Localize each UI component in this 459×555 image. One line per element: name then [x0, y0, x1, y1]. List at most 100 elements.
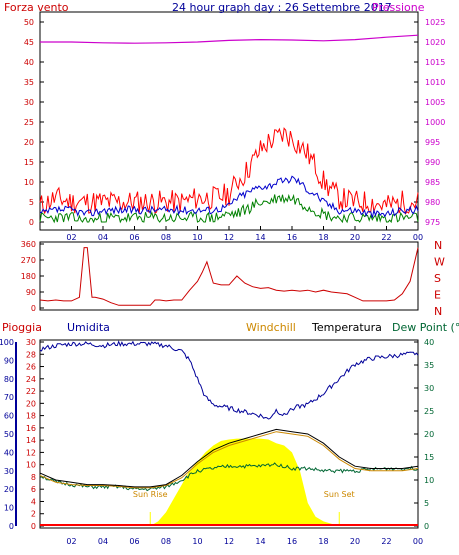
direction-tick-label: 270 [21, 256, 36, 265]
x-tick-label: 22 [381, 537, 391, 546]
humidity-tick-label: 70 [4, 393, 14, 402]
wind-tick-label: 45 [24, 38, 34, 47]
rain-tick-label: 20 [26, 399, 36, 408]
wind-tick-label: 10 [24, 178, 34, 187]
pressure-tick-label: 975 [425, 218, 440, 227]
compass-label: S [434, 272, 441, 285]
x-tick-label: 06 [129, 233, 139, 242]
rain-tick-label: 30 [26, 338, 36, 347]
pressure-tick-label: 1015 [425, 58, 445, 67]
humidity-tick-label: 10 [4, 504, 14, 513]
dewpoint-legend: Dew Point (°C [392, 321, 459, 334]
rain-tick-label: 14 [26, 436, 36, 445]
chart-marks: 0510152025303540455097598098599099510001… [0, 18, 445, 546]
temp-tick-label: 10 [424, 476, 434, 485]
wind-tick-label: 5 [29, 198, 34, 207]
x-tick-label: 16 [287, 233, 297, 242]
humidity-axis-title: Umidita [67, 321, 110, 334]
x-tick-label: 08 [161, 537, 171, 546]
wind-direction-line [39, 247, 419, 306]
temp-tick-label: 20 [424, 430, 434, 439]
rain-tick-label: 0 [31, 522, 36, 531]
x-tick-label: 04 [98, 537, 108, 546]
wind-tick-label: 50 [24, 18, 34, 27]
humidity-tick-label: 30 [4, 467, 14, 476]
x-tick-label: 02 [66, 537, 76, 546]
pressure-tick-label: 1025 [425, 18, 445, 27]
x-tick-label: 14 [255, 537, 265, 546]
rain-tick-label: 10 [26, 461, 36, 470]
wind-tick-label: 0 [29, 218, 34, 227]
temp-tick-label: 40 [424, 338, 434, 347]
rain-tick-label: 22 [26, 387, 36, 396]
temp-tick-label: 35 [424, 361, 434, 370]
pressure-line [40, 34, 419, 44]
chart-title: 24 hour graph day : 26 Settembre 2017 [172, 1, 392, 14]
x-tick-label: 22 [381, 233, 391, 242]
humidity-tick-label: 60 [4, 412, 14, 421]
humidity-tick-label: 80 [4, 375, 14, 384]
x-tick-label: 14 [255, 233, 265, 242]
windchill-legend: Windchill [246, 321, 296, 334]
pressure-tick-label: 985 [425, 178, 440, 187]
rain-tick-label: 12 [26, 448, 36, 457]
x-tick-label: 06 [129, 537, 139, 546]
sunrise-label: Sun Rise [133, 490, 168, 499]
rain-tick-label: 18 [26, 412, 36, 421]
x-tick-label: 04 [98, 233, 108, 242]
humidity-tick-label: 90 [4, 356, 14, 365]
humidity-tick-label: 0 [9, 522, 14, 531]
wind-tick-label: 40 [24, 58, 34, 67]
x-tick-label: 08 [161, 233, 171, 242]
temperature-legend: Temperatura [311, 321, 382, 334]
x-tick-label: 20 [350, 233, 360, 242]
x-tick-label: 20 [350, 537, 360, 546]
x-tick-label: 18 [318, 537, 328, 546]
x-tick-label: 02 [66, 233, 76, 242]
rain-tick-label: 24 [26, 375, 36, 384]
x-tick-label: 18 [318, 233, 328, 242]
x-tick-label: 10 [192, 537, 202, 546]
x-tick-label: 00 [413, 233, 423, 242]
pressure-tick-label: 1005 [425, 98, 445, 107]
temperature-line [39, 428, 419, 488]
wind-avg-line [40, 175, 419, 218]
x-tick-label: 10 [192, 233, 202, 242]
rain-tick-label: 8 [31, 473, 36, 482]
wind-tick-label: 35 [24, 78, 34, 87]
compass-label: E [434, 289, 441, 302]
compass-label: N [434, 239, 442, 252]
windchill-line [39, 431, 419, 489]
rain-tick-label: 26 [26, 363, 36, 372]
wind-tick-label: 20 [24, 138, 34, 147]
sunshine-area [150, 438, 340, 526]
wind-tick-label: 30 [24, 98, 34, 107]
direction-tick-label: 360 [21, 240, 36, 249]
temp-tick-label: 30 [424, 384, 434, 393]
rain-tick-label: 4 [31, 497, 36, 506]
wind-min-line [39, 193, 419, 224]
direction-tick-label: 90 [26, 288, 36, 297]
compass-label: W [434, 256, 445, 269]
rain-axis-title: Pioggia [2, 321, 42, 334]
humidity-tick-label: 40 [4, 448, 14, 457]
compass-label: N [434, 305, 442, 318]
x-tick-label: 12 [224, 233, 234, 242]
pressure-tick-label: 995 [425, 138, 440, 147]
pressure-tick-label: 1010 [425, 78, 445, 87]
temp-tick-label: 5 [424, 499, 429, 508]
pressure-tick-label: 990 [425, 158, 440, 167]
temp-tick-label: 0 [424, 522, 429, 531]
direction-tick-label: 180 [21, 272, 36, 281]
humidity-tick-label: 100 [0, 338, 14, 347]
pressure-axis-title: Pressione [372, 1, 425, 14]
rain-tick-label: 16 [26, 424, 36, 433]
pressure-tick-label: 1000 [425, 118, 445, 127]
pressure-tick-label: 980 [425, 198, 440, 207]
rain-tick-label: 28 [26, 350, 36, 359]
direction-tick-label: 0 [31, 304, 36, 313]
wind-tick-label: 15 [24, 158, 34, 167]
rain-tick-label: 6 [31, 485, 36, 494]
